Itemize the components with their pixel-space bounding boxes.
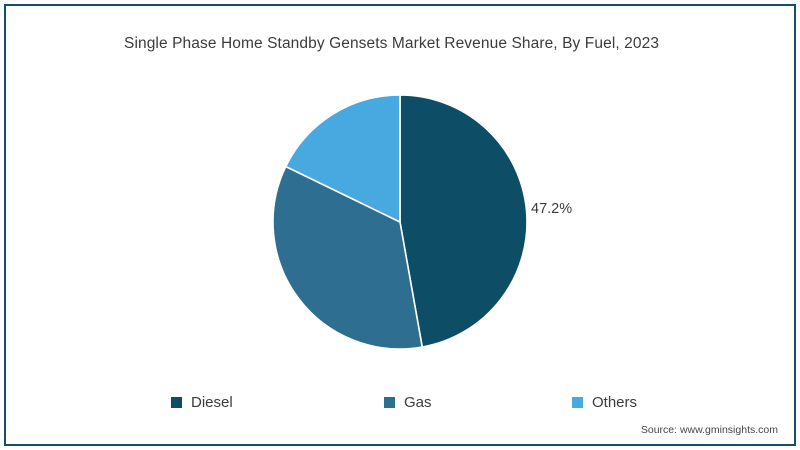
pie-slice-others[interactable] bbox=[284, 94, 401, 223]
legend-item-diesel[interactable]: Diesel bbox=[171, 391, 233, 413]
pie-slice-group bbox=[272, 94, 528, 350]
legend-swatch-gas bbox=[384, 396, 395, 408]
legend-item-gas[interactable]: Gas bbox=[384, 391, 432, 413]
legend-item-others[interactable]: Others bbox=[572, 391, 637, 413]
pie-chart bbox=[272, 94, 528, 350]
pie-slice-gas[interactable] bbox=[272, 165, 424, 350]
legend-label-others: Others bbox=[592, 393, 638, 411]
legend-label-gas: Gas bbox=[404, 393, 432, 411]
legend: Diesel Gas Others bbox=[0, 391, 800, 413]
pie-slice-diesel[interactable] bbox=[399, 94, 528, 348]
pie-chart-svg bbox=[272, 94, 528, 350]
source-attribution: Source: www.gminsights.com bbox=[640, 424, 778, 436]
page-title: Single Phase Home Standby Gensets Market… bbox=[124, 35, 660, 52]
pie-data-label-diesel: 47.2% bbox=[531, 201, 573, 217]
legend-swatch-others bbox=[572, 396, 583, 408]
legend-label-diesel: Diesel bbox=[191, 393, 233, 411]
legend-swatch-diesel bbox=[171, 396, 182, 408]
